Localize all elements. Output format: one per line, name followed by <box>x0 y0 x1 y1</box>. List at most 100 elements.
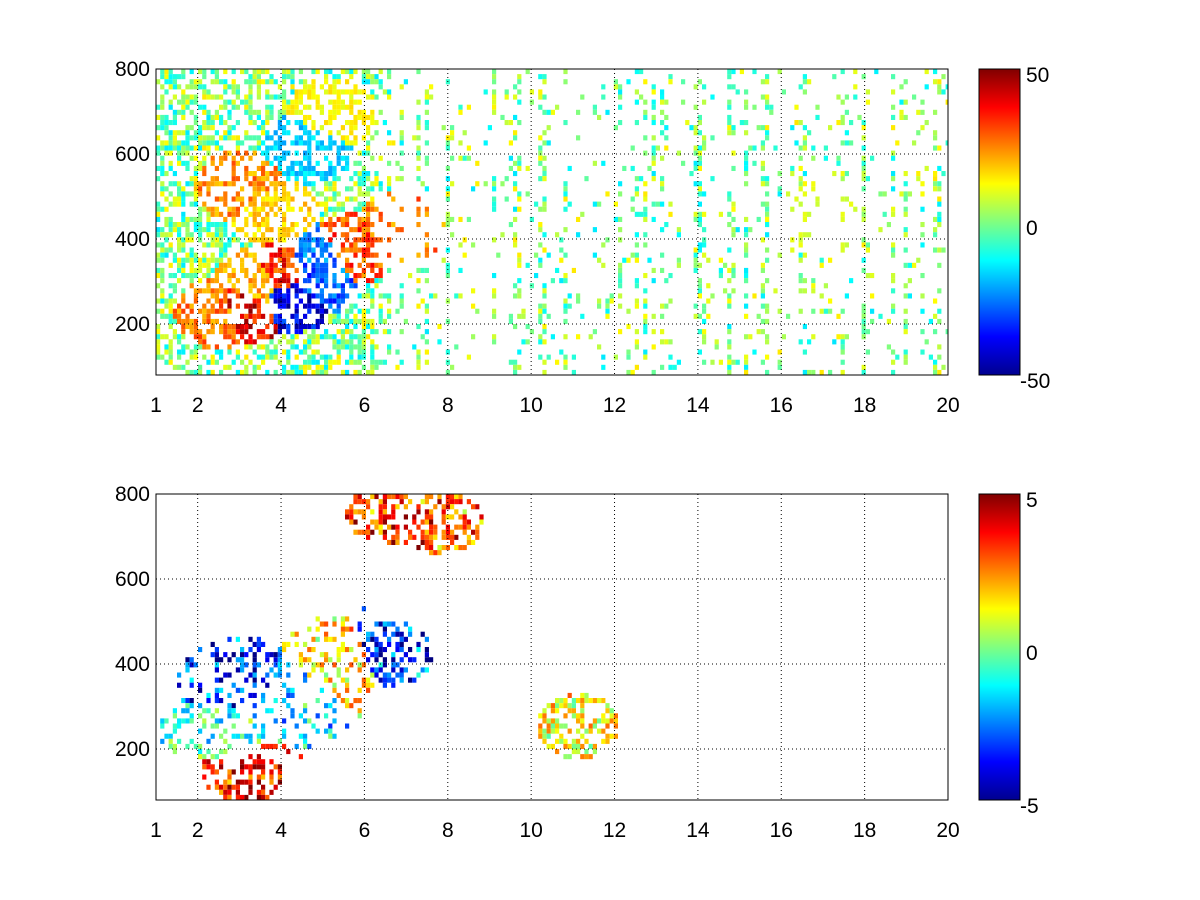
top-heatmap-cell <box>492 79 497 85</box>
top-heatmap-cell <box>168 313 173 319</box>
top-heatmap-cell <box>244 339 249 345</box>
top-heatmap-cell <box>227 242 232 248</box>
top-heatmap-cell <box>403 79 408 85</box>
top-heatmap-cell <box>534 201 539 207</box>
bottom-heatmap-cell <box>471 504 476 510</box>
bottom-heatmap-cell <box>273 718 278 724</box>
bottom-heatmap-cell <box>412 657 417 663</box>
top-heatmap-cell <box>336 130 341 136</box>
top-heatmap-cell <box>328 69 333 75</box>
top-heatmap-cell <box>181 160 186 166</box>
top-heatmap-cell <box>231 359 236 365</box>
top-heatmap-cell <box>290 369 295 375</box>
top-heatmap-cell <box>349 130 354 136</box>
top-heatmap-cell <box>235 135 240 141</box>
bottom-heatmap-cell <box>248 738 253 744</box>
bottom-heatmap-cell <box>214 667 219 673</box>
top-heatmap-cell <box>349 242 354 248</box>
top-heatmap-cell <box>227 84 232 90</box>
top-heatmap-cell <box>303 313 308 319</box>
top-heatmap-cell <box>273 94 278 100</box>
top-heatmap-cell <box>286 232 291 238</box>
top-heatmap-cell <box>353 206 358 212</box>
top-heatmap-cell <box>790 206 795 212</box>
bottom-heatmap-cell <box>240 764 245 770</box>
top-heatmap-cell <box>315 222 320 228</box>
top-heatmap-cell <box>760 145 765 151</box>
top-heatmap-cell <box>353 369 358 375</box>
top-heatmap-cell <box>601 354 606 360</box>
bottom-heatmap-cell <box>403 524 408 530</box>
top-heatmap-cell <box>366 125 371 131</box>
top-heatmap-cell <box>324 354 329 360</box>
top-heatmap-cell <box>202 257 207 263</box>
top-heatmap-cell <box>265 227 270 233</box>
top-heatmap-cell <box>693 125 698 131</box>
top-heatmap-cell <box>634 364 639 370</box>
top-heatmap-cell <box>156 329 161 335</box>
top-heatmap-cell <box>202 201 207 207</box>
bottom-heatmap-cell <box>353 698 358 704</box>
top-heatmap-cell <box>332 298 337 304</box>
top-heatmap-cell <box>168 145 173 151</box>
top-heatmap-cell <box>865 89 870 95</box>
top-heatmap-cell <box>265 298 270 304</box>
bottom-heatmap-cell <box>252 764 257 770</box>
top-heatmap-cell <box>311 354 316 360</box>
bottom-heatmap-cell <box>382 509 387 515</box>
top-heatmap-cell <box>718 267 723 273</box>
bottom-heatmap-cell <box>319 687 324 693</box>
bottom-heatmap-cell <box>261 677 266 683</box>
top-heatmap-cell <box>290 313 295 319</box>
top-x-tick-label: 1 <box>150 394 162 417</box>
top-heatmap-cell <box>214 79 219 85</box>
top-heatmap-cell <box>370 324 375 330</box>
top-heatmap-cell <box>836 160 841 166</box>
top-heatmap-cell <box>643 216 648 222</box>
top-heatmap-cell <box>252 273 257 279</box>
top-heatmap-cell <box>206 109 211 115</box>
top-heatmap-cell <box>307 171 312 177</box>
bottom-heatmap-cell <box>269 774 274 780</box>
top-heatmap-cell <box>286 130 291 136</box>
top-heatmap-cell <box>311 186 316 192</box>
top-heatmap-cell <box>219 222 224 228</box>
top-heatmap-cell <box>634 99 639 105</box>
bottom-heatmap-cell <box>269 789 274 795</box>
top-heatmap-cell <box>202 155 207 161</box>
top-heatmap-cell <box>424 99 429 105</box>
top-heatmap-cell <box>256 222 261 228</box>
top-heatmap-cell <box>168 359 173 365</box>
bottom-heatmap-cell <box>328 636 333 642</box>
bottom-heatmap-cell <box>366 529 371 535</box>
top-heatmap-cell <box>777 171 782 177</box>
bottom-heatmap-cell <box>357 667 362 673</box>
top-heatmap-cell <box>370 359 375 365</box>
top-heatmap-cell <box>235 339 240 345</box>
top-x-tick-label: 14 <box>686 394 710 417</box>
top-heatmap-cell <box>311 181 316 187</box>
top-heatmap-cell <box>903 318 908 324</box>
bottom-heatmap-cell <box>185 708 190 714</box>
top-heatmap-cell <box>189 273 194 279</box>
bottom-heatmap-cell <box>613 713 618 719</box>
bottom-heatmap-cell <box>357 698 362 704</box>
top-heatmap-cell <box>193 288 198 294</box>
top-heatmap-cell <box>282 79 287 85</box>
top-heatmap-cell <box>202 303 207 309</box>
top-heatmap-cell <box>861 216 866 222</box>
top-heatmap-cell <box>487 125 492 131</box>
top-colorbar-gradient <box>978 68 1021 376</box>
top-heatmap-cell <box>798 273 803 279</box>
top-heatmap-cell <box>513 94 518 100</box>
top-heatmap-cell <box>269 109 274 115</box>
top-heatmap-cell <box>492 99 497 105</box>
top-heatmap-cell <box>298 318 303 324</box>
top-heatmap-cell <box>265 211 270 217</box>
bottom-heatmap-cell <box>399 657 404 663</box>
top-heatmap-cell <box>206 329 211 335</box>
top-heatmap-cell <box>256 114 261 120</box>
top-heatmap-cell <box>336 344 341 350</box>
top-heatmap-cell <box>693 262 698 268</box>
top-heatmap-cell <box>903 359 908 365</box>
